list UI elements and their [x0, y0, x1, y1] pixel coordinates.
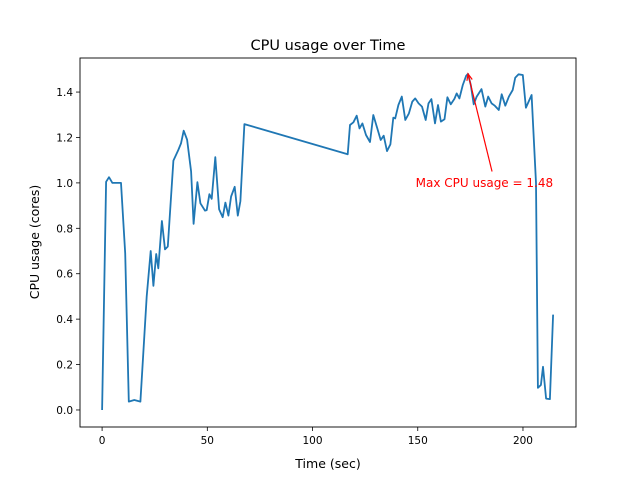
- annotation-arrow: [467, 73, 493, 172]
- y-tick-label: 0.2: [56, 360, 73, 372]
- y-tick-label: 1.0: [56, 178, 73, 190]
- cpu-usage-line: [101, 73, 554, 411]
- axes-frame: [79, 57, 577, 428]
- x-tick-label: 100: [303, 435, 323, 447]
- y-tick-label: 1.4: [56, 87, 73, 99]
- y-tick-label: 0.0: [56, 405, 73, 417]
- arrow-head-icon: [466, 72, 473, 81]
- x-axis-label: Time (sec): [294, 456, 360, 471]
- chart-title: CPU usage over Time: [251, 38, 406, 54]
- y-tick-label: 1.2: [56, 132, 73, 144]
- y-axis-label: CPU usage (cores): [27, 185, 42, 299]
- x-tick-label: 0: [99, 435, 106, 447]
- max-annotation-label: Max CPU usage = 1.48: [416, 176, 553, 190]
- x-tick-label: 50: [201, 435, 214, 447]
- y-tick-label: 0.8: [56, 223, 73, 235]
- x-tick-label: 200: [513, 435, 533, 447]
- x-tick-label: 150: [408, 435, 428, 447]
- y-tick-label: 0.6: [56, 269, 73, 281]
- y-tick-label: 0.4: [56, 314, 73, 326]
